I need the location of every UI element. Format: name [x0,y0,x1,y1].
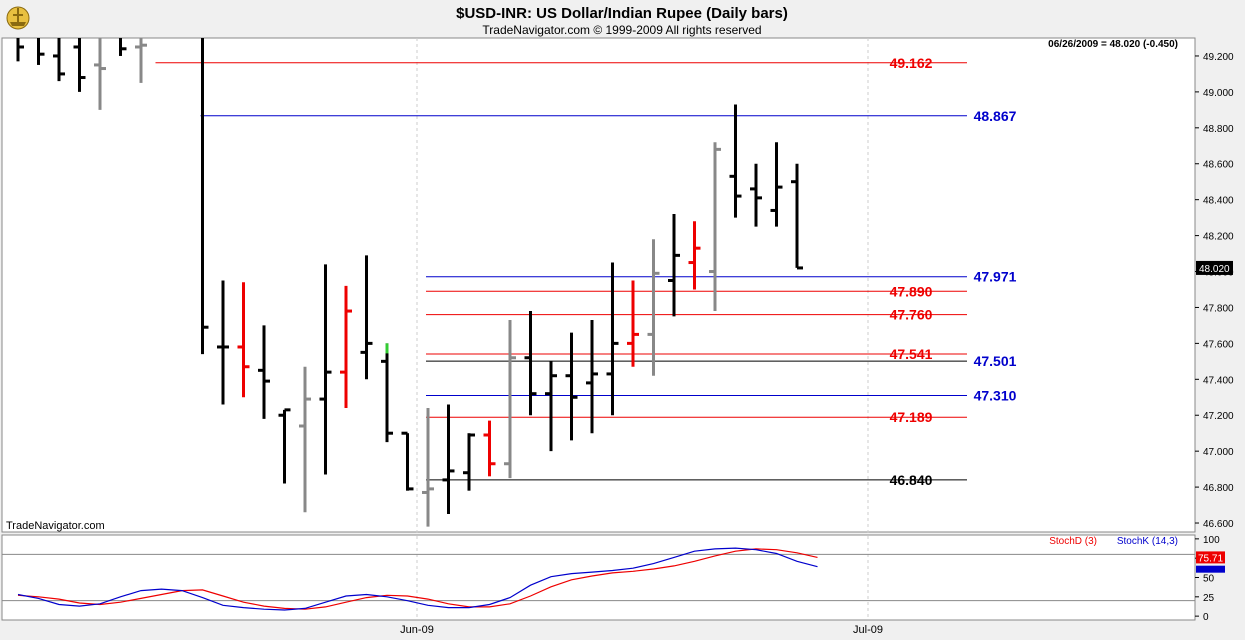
ohlc-bar [729,104,742,218]
ohlc-bar [135,38,147,83]
level-label: 49.162 [890,55,933,71]
stoch-series-line [17,548,818,610]
ohlc-bar [16,38,24,62]
price-tick-label: 47.800 [1203,303,1234,314]
level-label: 47.189 [890,409,933,425]
ohlc-bar [53,38,65,82]
level-label: 47.890 [890,283,933,299]
ohlc-bar [668,214,680,317]
date-tick-label: Jun-09 [400,624,434,636]
ohlc-bar [37,38,45,65]
ohlc-bar [217,280,229,405]
ohlc-bar [94,38,106,110]
level-label: 46.840 [890,472,933,488]
stoch-tick-label: 25 [1203,593,1215,604]
level-label: 47.310 [974,387,1017,403]
stoch-tick-label: 100 [1203,535,1220,546]
chart-title: $USD-INR: US Dollar/Indian Rupee (Daily … [456,5,788,22]
price-tick-label: 48.600 [1203,160,1234,171]
ohlc-bar [524,311,537,416]
stoch-tick-label: 50 [1203,574,1215,585]
legend-stochk: StochK (14,3) [1117,536,1178,547]
ohlc-bar [545,361,557,452]
ohlc-bar [483,420,496,477]
ohlc-bar [791,163,803,270]
legend-stochd: StochD (3) [1049,536,1097,547]
tradenavigator-logo-icon[interactable] [6,6,30,30]
price-tick-label: 46.600 [1203,519,1234,530]
ohlc-bar [586,320,598,434]
ohlc-bar [319,264,332,475]
watermark: TradeNavigator.com [6,520,105,532]
ohlc-bar [381,343,393,443]
stochastic-panel [1,534,1196,621]
ohlc-bar [770,142,783,227]
ohlc-bar [258,325,270,419]
ohlc-bar [463,433,475,491]
stoch-tick-label: 0 [1203,612,1209,623]
grid-lines [416,38,869,620]
date-tick-label: Jul-09 [853,624,883,636]
ohlc-bar [504,320,516,479]
ohlc-bar [401,431,414,491]
ohlc-bar [278,408,291,484]
price-tick-label: 49.000 [1203,88,1234,99]
level-label: 47.760 [890,307,933,323]
level-lines: 49.162 48.867 47.971 47.890 47.760 47.541 47.5… [155,55,1017,488]
level-label: 48.867 [974,108,1017,124]
ohlc-bar [627,280,639,367]
ohlc-bar [565,332,578,441]
stochk-last-box [1196,565,1225,573]
stochd-last-box [1196,551,1225,564]
last-price-box [1196,260,1233,275]
price-tick-label: 47.000 [1203,447,1234,458]
stoch-series-line [17,547,818,611]
ohlc-bar [299,366,311,513]
price-tick-label: 47.600 [1203,339,1234,350]
price-tick-label: 47.200 [1203,411,1234,422]
last-price-info: 06/26/2009 = 48.020 (-0.450) [1048,39,1178,50]
ohlc-bar [201,38,209,355]
ohlc-bar [709,142,721,312]
ohlc-bar [442,404,455,515]
ohlc-bar [340,285,352,409]
level-label: 47.501 [974,353,1017,369]
price-bars [16,38,803,527]
price-tick-label: 48.400 [1203,196,1234,207]
price-tick-label: 48.800 [1203,124,1234,135]
ohlc-bar [119,38,127,56]
price-tick-label: 46.800 [1203,483,1234,494]
ohlc-bar [360,255,373,380]
price-tick-label: 47.400 [1203,375,1234,386]
ohlc-bar [422,408,434,527]
last-price-label: 48.020 [1199,264,1230,275]
price-panel [1,37,1196,533]
level-label: 47.971 [974,269,1017,285]
ohlc-bar [73,38,86,92]
price-tick-label: 48.200 [1203,232,1234,243]
ohlc-bar [237,282,250,398]
ohlc-bar [606,262,619,416]
price-axis: 46.600 46.800 47.000 47.200 47.400 47.600 47.8… [1195,52,1234,530]
price-tick-label: 49.200 [1203,52,1234,63]
level-label: 47.541 [890,346,933,362]
stochastic-plot: 025507510075.71 [2,535,1225,623]
ohlc-bar [688,221,701,290]
chart-subtitle: TradeNavigator.com © 1999-2009 All right… [482,23,761,37]
date-axis: Jun-09 Jul-09 [400,624,883,636]
ohlc-bar [750,163,762,227]
ohlc-bar [647,239,660,376]
stoch-last-label: 75.71 [1198,553,1223,564]
